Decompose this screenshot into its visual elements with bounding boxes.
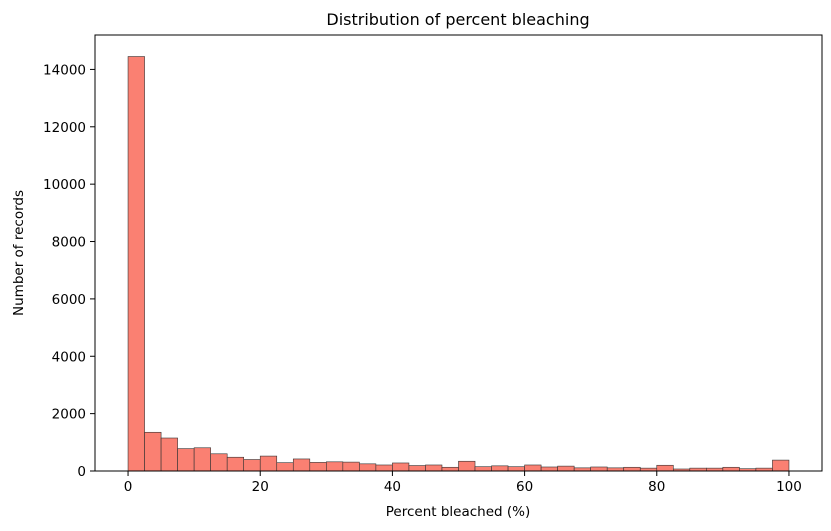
histogram-bar — [772, 459, 790, 472]
x-tick-label: 20 — [252, 479, 269, 495]
histogram-bar — [309, 462, 327, 472]
y-tick-label: 10000 — [43, 177, 86, 193]
chart-title: Distribution of percent bleaching — [326, 10, 589, 29]
histogram-bar — [144, 431, 162, 472]
histogram-bar — [326, 461, 344, 472]
histogram-bar — [656, 464, 674, 472]
histogram-bar — [177, 448, 195, 472]
y-tick-label: 12000 — [43, 120, 86, 136]
y-tick-label: 2000 — [52, 407, 86, 423]
y-tick-label: 0 — [77, 464, 86, 480]
histogram-bar — [292, 458, 311, 472]
y-axis-label: Number of records — [11, 190, 27, 316]
x-tick-label: 40 — [384, 479, 401, 495]
histogram-bar — [392, 462, 410, 472]
y-tick-label: 4000 — [52, 349, 86, 365]
y-tick-label: 6000 — [52, 292, 86, 308]
histogram-bar — [491, 465, 509, 472]
x-axis-ticks: 0 20 40 60 80 100 — [124, 471, 802, 495]
histogram-bar — [623, 466, 641, 472]
histogram-bar — [425, 464, 443, 472]
x-tick-label: 80 — [648, 479, 665, 495]
y-axis-ticks: 0 2000 4000 6000 8000 10000 12000 14000 — [43, 62, 95, 480]
histogram-bar — [127, 56, 145, 472]
plot-frame — [94, 34, 823, 472]
histogram-bar — [359, 463, 377, 472]
axes-group — [94, 34, 823, 472]
histogram-bar — [507, 466, 525, 472]
bars-group — [127, 56, 790, 472]
histogram-bar — [540, 466, 558, 472]
histogram-bar — [160, 437, 178, 472]
histogram-bar — [590, 466, 608, 472]
histogram-bar — [259, 455, 278, 472]
histogram-bar — [722, 466, 740, 472]
histogram-bar — [210, 453, 228, 472]
y-tick-label: 14000 — [43, 62, 86, 78]
x-tick-label: 60 — [516, 479, 533, 495]
x-tick-label: 0 — [124, 479, 133, 495]
x-tick-label: 100 — [776, 479, 802, 495]
histogram-bar — [193, 447, 211, 472]
histogram-bar — [524, 464, 542, 472]
histogram-bar — [375, 464, 393, 472]
x-axis-label: Percent bleached (%) — [386, 504, 531, 520]
histogram-bar — [458, 460, 476, 472]
histogram-bar — [557, 465, 575, 472]
histogram-bar — [408, 465, 426, 472]
histogram-bar — [441, 466, 459, 472]
y-tick-label: 8000 — [52, 235, 86, 251]
histogram-bar — [243, 459, 261, 472]
histogram-bar — [342, 461, 360, 472]
histogram-bar — [474, 466, 492, 472]
histogram-bar — [226, 456, 245, 472]
histogram-bar — [276, 462, 294, 472]
